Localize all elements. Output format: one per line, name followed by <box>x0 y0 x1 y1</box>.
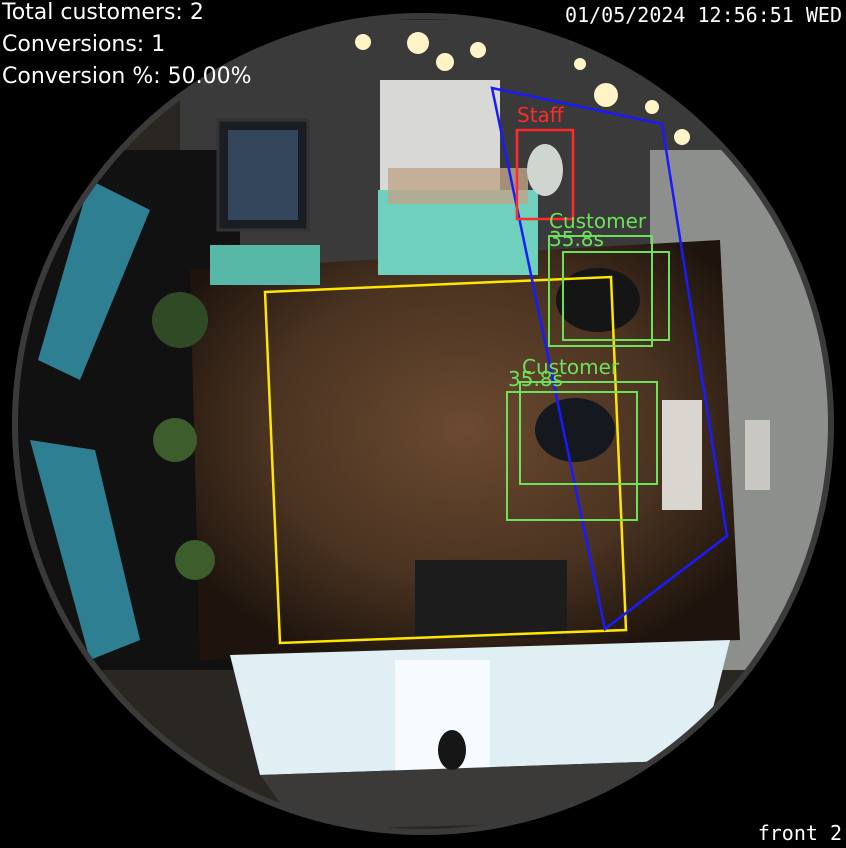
customer-person-1 <box>556 268 640 332</box>
customer-2-label: Customer <box>522 355 620 379</box>
conversion-percent-stat: Conversion %: 50.00% <box>2 64 252 89</box>
checkout-zone <box>263 275 628 645</box>
customer-person-2 <box>535 398 615 462</box>
counter-zone <box>490 86 729 632</box>
timestamp: 01/05/2024 12:56:51 WED <box>565 3 842 27</box>
menu-board-lower <box>30 440 140 660</box>
staff-person <box>527 144 563 196</box>
customer-2-time: 35.8s <box>508 367 563 391</box>
staff-detection-label: Staff <box>517 103 565 127</box>
customer-2-box-inner <box>519 381 658 485</box>
customer-1-time: 35.8s <box>549 227 604 251</box>
staff-detection-box <box>515 128 575 221</box>
conversions-stat: Conversions: 1 <box>2 32 166 57</box>
counter-front <box>378 190 538 275</box>
customer-1-box-inner <box>562 251 670 341</box>
menu-board-upper <box>38 180 150 380</box>
customer-1-label: Customer <box>549 209 647 233</box>
customer-2-box-outer <box>506 391 638 521</box>
total-customers-stat: Total customers: 2 <box>2 0 204 25</box>
camera-label: front 2 <box>757 821 842 845</box>
customer-1-box-outer <box>548 235 653 347</box>
doormat <box>415 560 567 638</box>
lens-rim <box>12 13 834 835</box>
